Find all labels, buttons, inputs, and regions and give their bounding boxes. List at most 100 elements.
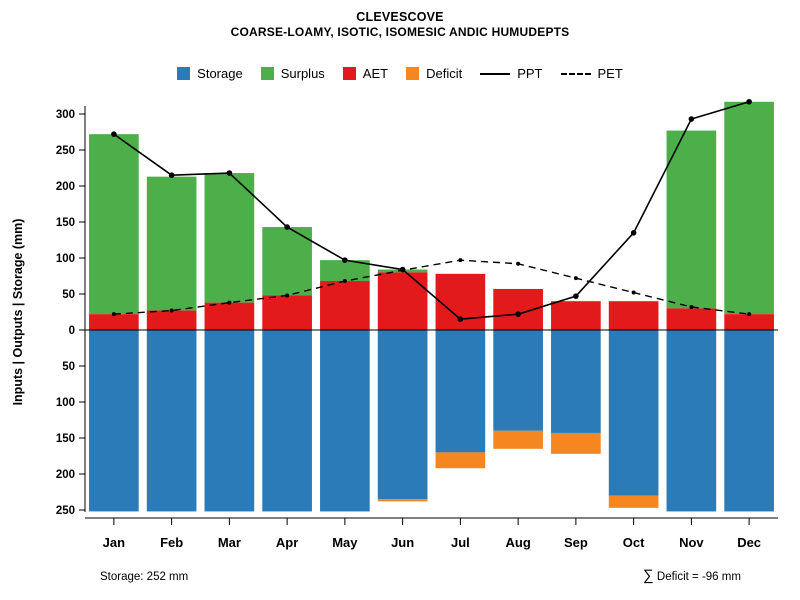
legend-item-surplus: Surplus [260,66,325,81]
chart-title: CLEVESCOVE [356,10,444,24]
legend-item-deficit: Deficit [406,66,462,81]
pet-point [573,276,578,281]
aet-bar [724,314,774,330]
month-label: Oct [623,535,645,550]
legend-label-ppt: PPT [517,66,543,81]
surplus-bar [666,130,717,309]
pet-point [631,290,636,295]
y-tick-label: 250 [56,505,75,517]
month-label: Sep [564,535,588,550]
y-tick-label: 100 [56,253,75,265]
ppt-point [573,293,579,299]
pet-point [747,312,752,317]
storage-bar [262,330,312,512]
legend-label-surplus: Surplus [280,66,325,81]
aet-swatch [342,67,356,80]
ppt-line [113,100,750,321]
storage-note: Storage: 252 mm [100,571,189,583]
deficit-bar [551,432,601,454]
y-tick-label: 200 [56,181,75,193]
water-balance-chart: 0 50 100 150 200 250 300 50 100 150 200 250 Jan Feb Ma… [11,98,778,550]
storage-bar [435,330,486,453]
ppt-point [688,116,695,122]
y-tick-label: 250 [56,145,75,157]
chart-legend: Storage Surplus AET Deficit PPT PET [0,66,800,81]
legend-label-aet: AET [362,66,389,81]
deficit-note: ∑ Deficit = -96 mm [643,567,741,584]
month-label: Mar [218,535,241,550]
storage-bar [146,330,197,512]
month-label: May [332,535,358,550]
y-tick-label: 150 [56,217,75,229]
deficit-swatch [406,67,420,80]
ppt-line-sample [480,72,511,75]
legend-item-ppt: PPT [480,66,543,81]
month-label: Jan [103,535,125,550]
pet-point [689,304,694,309]
y-tick-label: 300 [56,109,75,121]
ppt-point [515,311,521,317]
chart-subtitle: COARSE-LOAMY, ISOTIC, ISOMESIC ANDIC HUM… [230,25,570,39]
storage-bar [204,330,255,512]
storage-bar [320,330,370,512]
legend-label-storage: Storage [197,66,243,81]
pet-line-sample [560,72,591,75]
aet-bar [146,310,197,330]
storage-bar [666,330,717,512]
deficit-bar [608,495,659,508]
pet-point [285,293,290,298]
y-tick-label: 100 [56,397,75,409]
aet-bar [320,281,370,330]
ppt-point [630,230,637,236]
ppt-point [111,131,117,137]
aet-bar [666,308,717,330]
storage-bar [551,330,601,433]
storage-bar [493,330,543,431]
surplus-bar [89,134,139,315]
legend-label-deficit: Deficit [426,66,463,81]
ppt-point [168,172,175,178]
storage-bar [608,330,659,496]
deficit-bar [435,452,486,469]
legend-item-storage: Storage [177,66,243,81]
month-label: Aug [505,535,530,550]
storage-bar [89,330,139,512]
pet-point [458,258,463,263]
month-label: Feb [160,535,183,550]
surplus-swatch [260,67,274,80]
pet-point [342,279,347,284]
legend-label-pet: PET [597,66,623,81]
sigma-symbol: ∑ [643,567,654,584]
month-label: Jun [391,535,414,550]
surplus-bar [320,260,370,282]
ppt-point [746,98,752,105]
y-tick-label: 0 [69,325,75,337]
storage-bar [377,330,428,500]
ppt-point [399,266,406,273]
month-label: Jul [451,535,470,550]
month-label: Apr [276,535,298,550]
aet-bar [608,301,659,330]
pet-point [169,308,174,313]
y-axis-label: Inputs | Outputs | Storage (mm) [11,219,25,406]
storage-bar [724,330,774,512]
aet-bar [204,302,255,330]
ppt-point [342,257,348,263]
ppt-point [457,316,464,322]
month-label: Nov [679,535,704,550]
surplus-bar [262,227,312,296]
y-tick-label: 150 [56,433,75,445]
deficit-note-text: Deficit = -96 mm [653,571,741,583]
surplus-bar [146,176,197,311]
aet-bar [551,301,601,330]
deficit-bar [377,499,428,502]
surplus-bar [724,101,774,315]
ppt-point [226,170,233,176]
aet-bar [262,295,312,330]
y-tick-label: 200 [56,469,75,481]
pet-point [111,312,116,317]
pet-point [227,300,232,305]
aet-bar [377,272,428,330]
y-tick-label: 50 [62,289,75,301]
